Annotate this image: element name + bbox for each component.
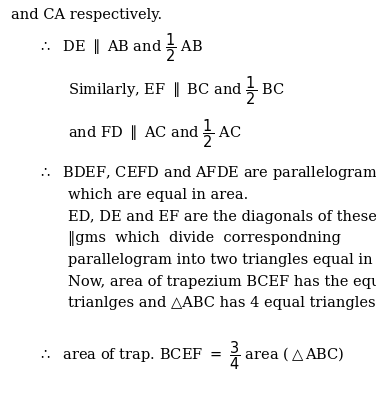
Text: $\therefore$  BDEF, CEFD and AFDE are parallelograms: $\therefore$ BDEF, CEFD and AFDE are par…: [38, 164, 376, 182]
Text: ED, DE and EF are the diagonals of these: ED, DE and EF are the diagonals of these: [68, 210, 376, 224]
Text: parallelogram into two triangles equal in area.: parallelogram into two triangles equal i…: [68, 253, 376, 267]
Text: and FD $\parallel$ AC and $\dfrac{1}{2}$ AC: and FD $\parallel$ AC and $\dfrac{1}{2}$…: [68, 118, 241, 150]
Text: and CA respectively.: and CA respectively.: [11, 7, 162, 22]
Text: trianlges and △ABC has 4 equal triangles.: trianlges and △ABC has 4 equal triangles…: [68, 296, 376, 310]
Text: which are equal in area.: which are equal in area.: [68, 188, 248, 202]
Text: Similarly, EF $\parallel$ BC and $\dfrac{1}{2}$ BC: Similarly, EF $\parallel$ BC and $\dfrac…: [68, 74, 284, 107]
Text: ‖gms  which  divide  correspondning: ‖gms which divide correspondning: [68, 231, 341, 246]
Text: Now, area of trapezium BCEF has the equal: Now, area of trapezium BCEF has the equa…: [68, 275, 376, 289]
Text: $\therefore$  DE $\parallel$ AB and $\dfrac{1}{2}$ AB: $\therefore$ DE $\parallel$ AB and $\dfr…: [38, 32, 203, 64]
Text: $\therefore$  area of trap. BCEF $=$ $\dfrac{3}{4}$ area ($\triangle$ABC): $\therefore$ area of trap. BCEF $=$ $\df…: [38, 339, 344, 372]
